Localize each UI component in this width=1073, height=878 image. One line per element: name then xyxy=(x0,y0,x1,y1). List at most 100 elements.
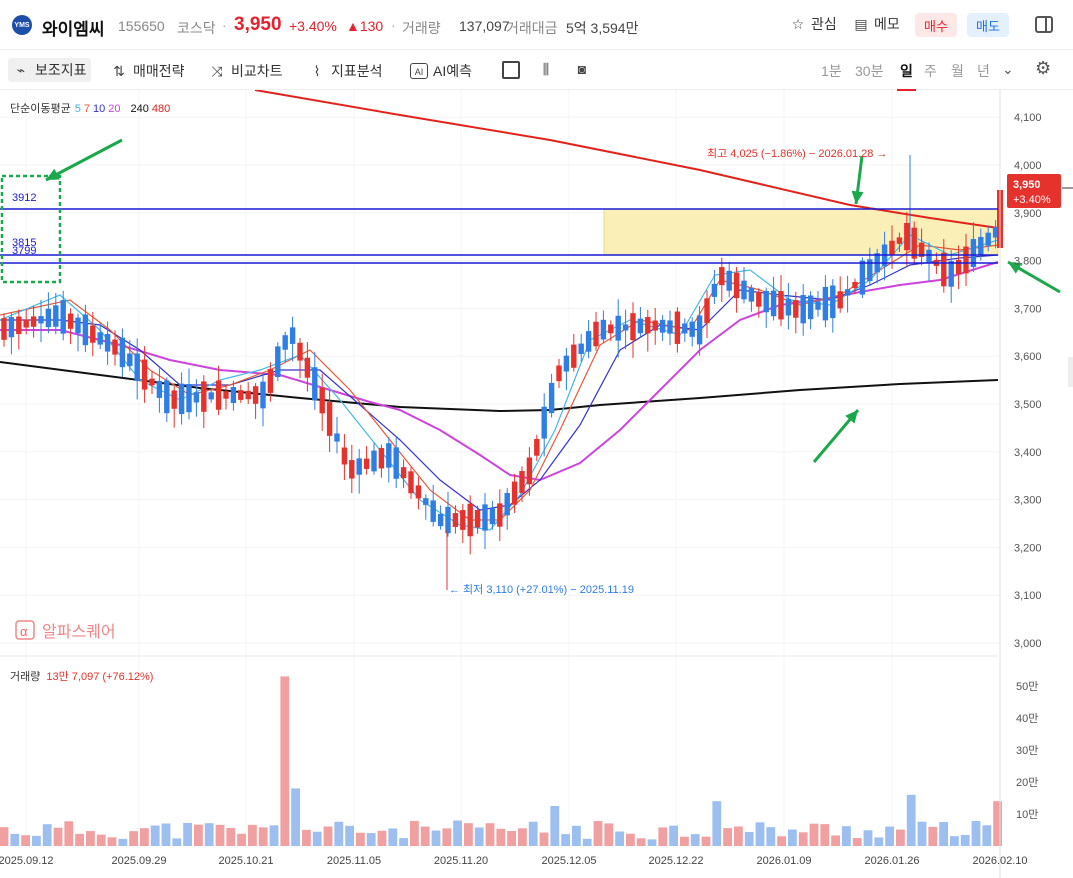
candle-type-button[interactable]: ⫼ xyxy=(537,61,555,77)
settings-gear-icon[interactable]: ⚙ xyxy=(1035,58,1052,78)
volume-bar xyxy=(32,835,41,846)
candle-body xyxy=(719,267,725,286)
volume-bar xyxy=(96,834,106,846)
volume-bar xyxy=(744,831,754,846)
scrollbar-handle[interactable] xyxy=(1068,357,1073,387)
low-annotation: ← 최저 3,110 (+27.01%) − 2025.11.19 xyxy=(449,583,634,596)
candle-body xyxy=(992,226,999,238)
analysis-icon: ⌇ xyxy=(313,63,321,79)
candle-body xyxy=(164,380,170,414)
date-tick-label: 2026.01.26 xyxy=(864,855,919,867)
compare-button[interactable]: ⤨ 비교차트 xyxy=(208,61,282,81)
volume-bar xyxy=(809,823,819,846)
volume-bar xyxy=(410,820,419,846)
candle-body xyxy=(622,324,629,331)
arrow-to-ma480-head xyxy=(845,410,858,424)
volume-bar xyxy=(118,838,128,846)
candle-body xyxy=(415,485,422,499)
volume-bar xyxy=(950,836,959,846)
volume-bar xyxy=(0,827,9,846)
candle-body xyxy=(482,504,488,531)
volume-bar xyxy=(194,824,203,846)
volume-axis: 50만 40만 30만 20만 10만 xyxy=(1016,680,1038,821)
volume-bar xyxy=(161,823,171,846)
timeframe-month[interactable]: 월 xyxy=(951,63,964,79)
volume-bar xyxy=(582,838,592,846)
arrow-to-support-head xyxy=(1008,262,1022,274)
analysis-button[interactable]: ⌇ 지표분석 xyxy=(308,61,383,81)
candle-body xyxy=(852,281,858,289)
candle-body xyxy=(541,406,547,439)
date-tick-label: 2025.09.12 xyxy=(0,855,54,867)
candle-body xyxy=(711,283,718,297)
candle-body xyxy=(141,359,148,390)
memo-button[interactable]: ▤ 메모 xyxy=(852,14,899,34)
chart-toolbar: ⌁ 보조지표 ⇅ 매매전략 ⤨ 비교차트 ⌇ 지표분석 AI AI예측 ⫼ ◙ 1분 30… xyxy=(0,50,1073,91)
watchlist-button[interactable]: ☆ 관심 xyxy=(789,14,837,34)
square-icon xyxy=(502,61,520,79)
shuffle-icon: ⤨ xyxy=(211,63,223,79)
volume-tick-label: 50만 xyxy=(1016,680,1038,693)
candle-body xyxy=(659,319,666,333)
candle-body xyxy=(45,308,52,328)
buy-button[interactable]: 매수 xyxy=(915,13,957,37)
price-tick-label: 4,000 xyxy=(1014,160,1042,172)
candle-body xyxy=(770,290,777,317)
indicators-button[interactable]: ⌁ 보조지표 xyxy=(8,58,91,82)
candle-body xyxy=(918,242,925,257)
volume-tick-label: 30만 xyxy=(1016,744,1038,757)
candle-body xyxy=(978,236,984,256)
volume-bar xyxy=(917,821,927,846)
screenshot-button[interactable]: ◙ xyxy=(573,61,591,77)
date-tick-label: 2026.02.10 xyxy=(972,855,1027,867)
volume-bar xyxy=(669,825,678,846)
stock-name[interactable]: 와이엠씨 xyxy=(42,20,105,39)
level-label-3815: 3815 xyxy=(12,237,36,249)
candle-body xyxy=(201,381,207,412)
strategy-button[interactable]: ⇅ 매매전략 xyxy=(110,61,185,81)
chevron-down-icon[interactable]: ⌄ xyxy=(1002,61,1014,77)
volume-bar xyxy=(42,824,52,846)
candle-body xyxy=(371,450,377,472)
volume-bar xyxy=(107,837,117,846)
candle-body xyxy=(16,316,22,335)
candle-body xyxy=(260,381,266,409)
candle-body xyxy=(867,259,873,282)
volume-bar xyxy=(183,822,192,846)
amount-value: 5억 3,594만 xyxy=(566,20,639,36)
strategy-label: 매매전략 xyxy=(133,63,185,79)
candle-body xyxy=(593,321,599,347)
timeframe-day[interactable]: 일 xyxy=(897,63,916,91)
candle-body xyxy=(889,240,895,256)
price-tick-label: 3,300 xyxy=(1014,495,1042,507)
candlestick-icon: ⫼ xyxy=(542,61,550,77)
drawing-box-button[interactable] xyxy=(502,61,520,79)
level-label-3912: 3912 xyxy=(12,192,36,204)
volume-bar xyxy=(874,837,884,846)
volume-bar xyxy=(928,826,938,846)
price-tick-label: 3,600 xyxy=(1014,351,1042,363)
timeframe-year[interactable]: 년 xyxy=(977,63,990,79)
timeframe-30min[interactable]: 30분 xyxy=(855,63,884,79)
ai-forecast-button[interactable]: AI AI예측 xyxy=(410,61,472,81)
current-price: 3,950 xyxy=(234,14,282,35)
candle-body xyxy=(452,513,459,527)
volume-bar xyxy=(431,830,441,846)
date-tick-label: 2025.11.20 xyxy=(434,855,488,867)
candle-body xyxy=(341,447,348,465)
star-icon: ☆ xyxy=(791,16,805,32)
timeframe-week[interactable]: 주 xyxy=(924,63,937,79)
timeframe-1min[interactable]: 1분 xyxy=(821,63,842,79)
candle-body xyxy=(955,259,962,275)
candle-body xyxy=(430,500,436,522)
side-panel-icon[interactable] xyxy=(1035,16,1053,33)
candle-body xyxy=(637,318,644,334)
volume-bar xyxy=(971,820,981,846)
volume-bar xyxy=(366,833,376,846)
candle-body xyxy=(297,342,303,361)
sell-button[interactable]: 매도 xyxy=(967,13,1009,37)
price-chart[interactable]: 3912 3815 3799 단순이동평균 5 7 10 20 240 480 최고 4,0… xyxy=(0,90,1073,878)
candle-body xyxy=(474,509,481,528)
watermark: α 알파스퀘어 xyxy=(15,620,116,641)
candle-body xyxy=(896,237,903,244)
